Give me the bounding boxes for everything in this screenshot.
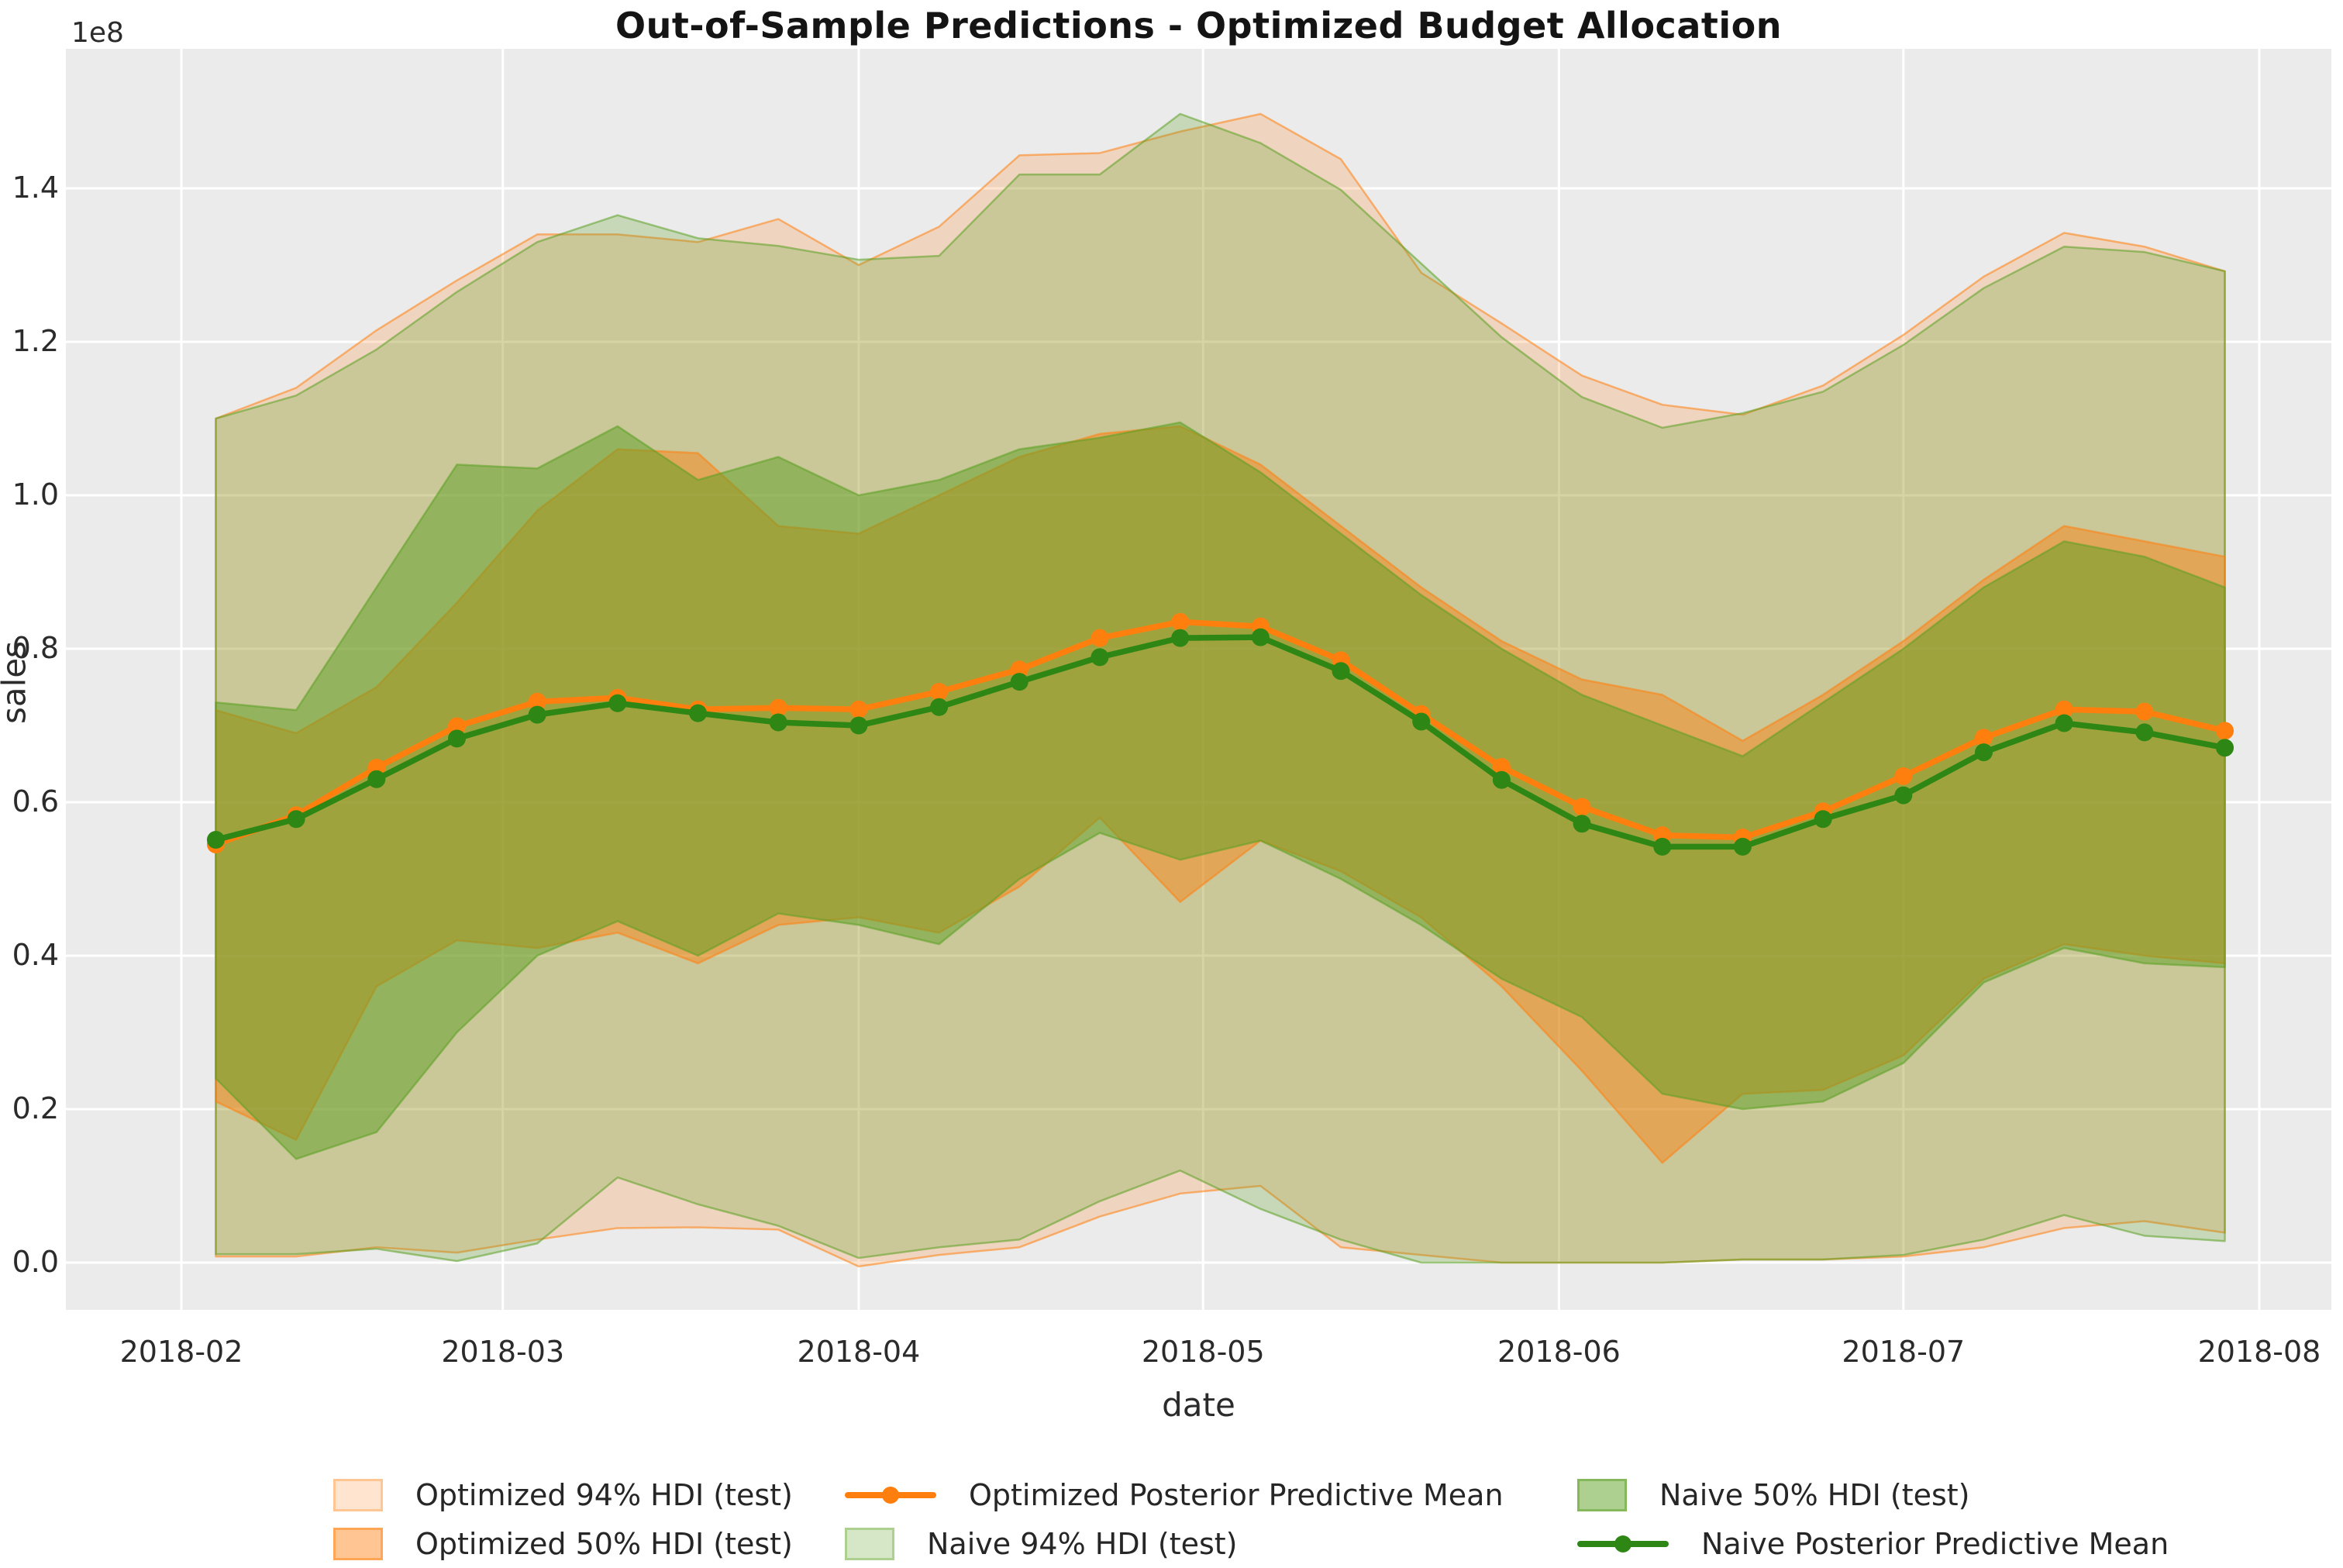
data-point-marker — [849, 700, 868, 719]
y-tick-label-0.4: 0.4 — [12, 938, 59, 972]
y-tick-label-0.0: 0.0 — [12, 1245, 59, 1279]
data-point-marker — [2135, 702, 2154, 721]
data-point-marker — [1171, 629, 1190, 647]
y-tick-label-1.0: 1.0 — [12, 477, 59, 512]
data-point-marker — [608, 694, 627, 712]
data-point-marker — [1573, 798, 1591, 816]
data-point-marker — [930, 682, 949, 701]
y-tick-label-1.4: 1.4 — [12, 171, 59, 205]
data-point-marker — [1974, 729, 1993, 747]
data-point-marker — [1091, 648, 1109, 667]
data-point-marker — [1814, 810, 1832, 829]
x-tick-label-2018-03: 2018-03 — [441, 1335, 565, 1369]
line-path — [212, 634, 2228, 850]
data-point-marker — [1492, 757, 1511, 776]
y-tick-label-0.6: 0.6 — [12, 784, 59, 818]
data-point-marker — [2055, 714, 2073, 732]
data-point-marker — [287, 810, 305, 829]
data-point-marker — [1251, 628, 1270, 646]
data-point-marker — [1171, 612, 1190, 631]
data-point-marker — [1010, 660, 1029, 679]
data-point-marker — [2216, 739, 2234, 757]
data-point-marker — [1894, 786, 1913, 805]
data-point-marker — [1733, 837, 1752, 856]
data-point-marker — [528, 692, 546, 711]
y-tick-label-1.2: 1.2 — [12, 324, 59, 358]
band-naive-50-hdi-test- — [215, 421, 2226, 1160]
data-point-marker — [769, 713, 787, 732]
y-tick-label-0.8: 0.8 — [12, 631, 59, 665]
data-point-marker — [2135, 723, 2154, 742]
data-point-marker — [2055, 700, 2073, 719]
line-path — [212, 619, 2228, 848]
data-point-marker — [689, 704, 708, 722]
data-point-marker — [1412, 712, 1431, 731]
data-point-marker — [1332, 662, 1350, 681]
data-point-marker — [1894, 767, 1913, 785]
x-tick-label-2018-06: 2018-06 — [1497, 1335, 1621, 1369]
x-tick-label-2018-07: 2018-07 — [1842, 1335, 1966, 1369]
chart-title: Out-of-Sample Predictions - Optimized Bu… — [615, 5, 1782, 47]
data-point-marker — [528, 705, 546, 724]
data-point-marker — [1653, 837, 1672, 856]
data-point-marker — [1091, 629, 1109, 647]
x-tick-label-2018-08: 2018-08 — [2197, 1335, 2321, 1369]
x-axis-label: date — [1162, 1386, 1235, 1424]
y-axis-offset-label: 1e8 — [71, 17, 124, 49]
data-point-marker — [849, 716, 868, 735]
data-point-marker — [1573, 815, 1591, 833]
data-point-marker — [930, 698, 949, 716]
x-tick-label-2018-05: 2018-05 — [1141, 1335, 1265, 1369]
data-point-marker — [206, 831, 225, 849]
data-point-marker — [2216, 722, 2234, 740]
data-point-marker — [1974, 743, 1993, 762]
data-point-marker — [1010, 673, 1029, 691]
mean-line-naive-posterior-predictive-mean — [206, 628, 2234, 856]
data-point-marker — [1492, 770, 1511, 789]
data-point-marker — [367, 770, 386, 788]
data-point-marker — [447, 717, 466, 736]
y-tick-label-0.2: 0.2 — [12, 1091, 59, 1125]
data-point-marker — [447, 729, 466, 748]
data-point-marker — [769, 698, 787, 717]
x-tick-label-2018-02: 2018-02 — [119, 1335, 243, 1369]
x-tick-label-2018-04: 2018-04 — [797, 1335, 921, 1369]
